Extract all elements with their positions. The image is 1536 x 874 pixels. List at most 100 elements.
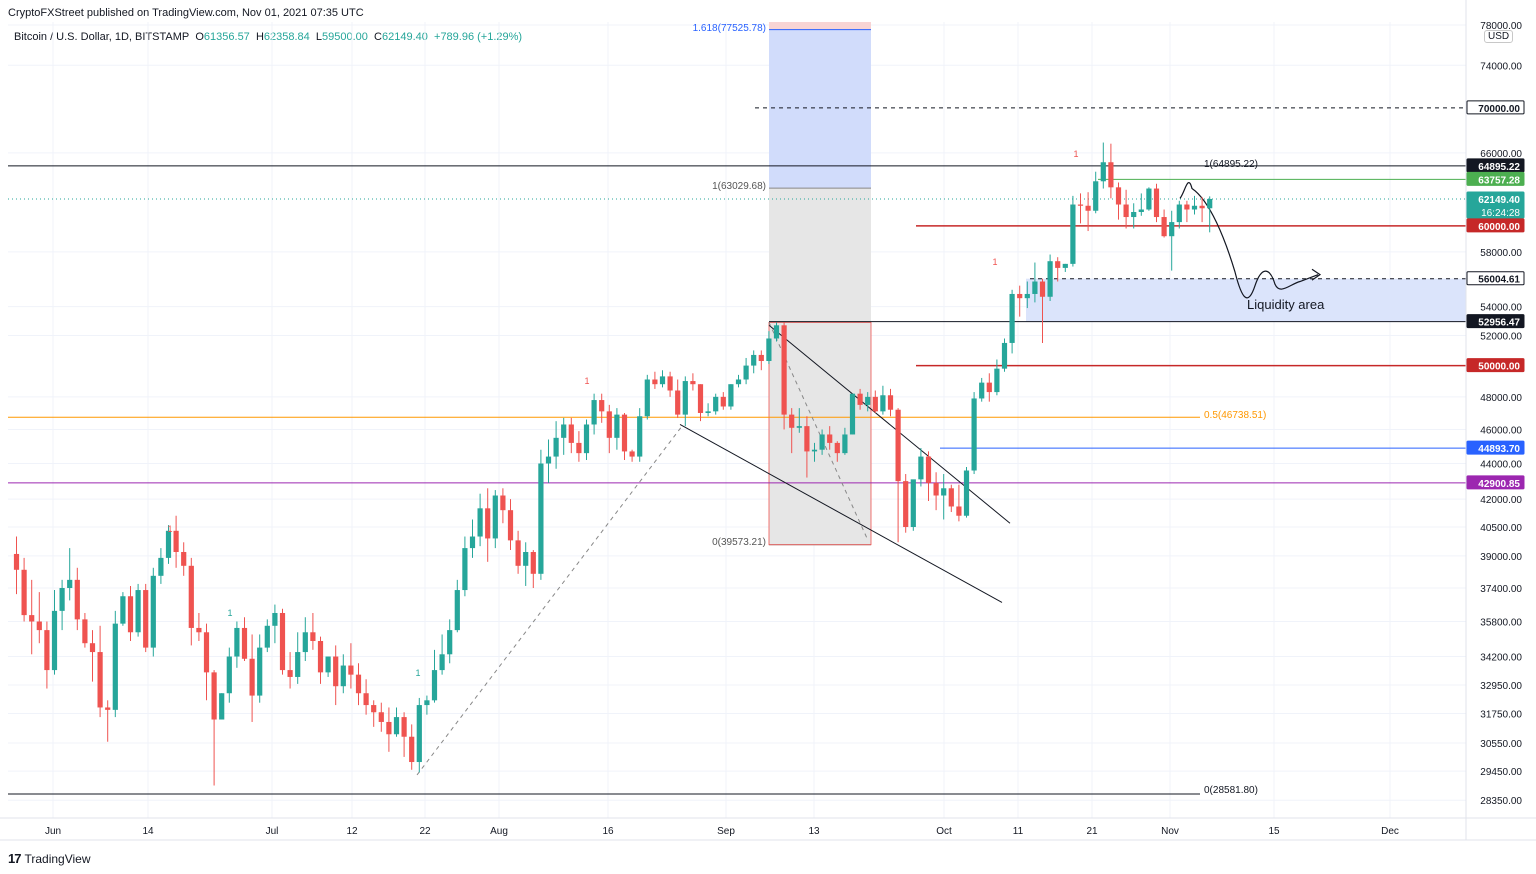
candle-body [637, 416, 643, 457]
candle-body [1055, 261, 1061, 268]
candle-body [1176, 204, 1182, 223]
candle-body [295, 652, 301, 677]
candle-body [173, 530, 179, 552]
open-value: 61356.57 [203, 31, 250, 43]
candle-body [1191, 205, 1198, 210]
time-tick-label: 13 [808, 826, 820, 837]
candle-body [234, 627, 240, 657]
time-tick-label: 16 [602, 826, 614, 837]
candle-body [454, 590, 460, 631]
candle-body [872, 396, 878, 412]
price-tick-label: 46000.00 [1480, 425, 1522, 436]
candle-body [51, 610, 58, 671]
candle-body [310, 632, 316, 642]
candle-body [880, 395, 886, 412]
candle-body [59, 588, 65, 611]
candle-body [196, 627, 202, 633]
time-tick-label: Oct [936, 826, 952, 837]
price-tick-label: 32950.00 [1480, 681, 1522, 692]
candle-body [462, 548, 468, 591]
candle-body [933, 482, 939, 496]
price-level-tag [1466, 218, 1525, 233]
candle-body [781, 325, 787, 415]
candle-body [887, 395, 894, 410]
candle-body [13, 553, 20, 570]
change-value: +789.96 (+1.29%) [434, 31, 523, 43]
time-tick-label: 15 [1268, 826, 1280, 837]
candle-body [697, 384, 704, 413]
price-level-tag-label: 60000.00 [1478, 222, 1520, 233]
fib-extension-zone [769, 29, 871, 189]
candle-body [82, 619, 88, 644]
candle-body [591, 400, 597, 425]
candle-body [1032, 281, 1038, 294]
candle-body [67, 579, 73, 589]
price-level-tag-label: 62149.40 [1478, 195, 1520, 206]
td-count-label: 1 [167, 524, 172, 534]
price-level-tag [1466, 158, 1525, 173]
candle-body [1017, 293, 1023, 299]
candle-body [1115, 187, 1122, 205]
price-level-tag-label: 70000.00 [1478, 104, 1520, 115]
candle-body [1039, 281, 1046, 297]
candle-body [963, 470, 970, 516]
candle-body [393, 717, 400, 735]
tradingview-footer[interactable]: 17 TradingView [8, 851, 91, 866]
candle-body [956, 506, 962, 516]
price-level-tag [1466, 475, 1525, 490]
candle-body [910, 479, 916, 528]
close-label: C [374, 31, 382, 43]
candle-body [751, 354, 757, 366]
candle-body [203, 632, 210, 673]
candle-body [257, 647, 263, 696]
candle-body [507, 510, 514, 541]
td-count-label: 1 [992, 257, 997, 267]
candle-body [1001, 342, 1008, 369]
projection-path [1179, 182, 1319, 299]
price-tick-label: 30550.00 [1480, 739, 1522, 750]
time-tick-label: Sep [717, 826, 735, 837]
candle-body [735, 379, 742, 385]
candle-body [424, 700, 430, 706]
candle-body [325, 656, 331, 673]
candle-body [804, 426, 810, 452]
candle-body [1123, 204, 1129, 218]
time-tick-label: 14 [142, 826, 154, 837]
candle-body [819, 434, 825, 450]
candle-body [1024, 293, 1030, 299]
candle-body [857, 393, 863, 405]
price-tick-label: 44000.00 [1480, 460, 1522, 471]
candle-body [127, 596, 134, 633]
price-tick-label: 34200.00 [1480, 653, 1522, 664]
candle-body [150, 575, 156, 648]
candle-body [89, 643, 96, 653]
publisher-header: CryptoFXStreet published on TradingView.… [8, 7, 364, 19]
candle-body [181, 551, 187, 566]
price-level-tag-label: 63757.28 [1478, 175, 1520, 186]
candle-body [363, 693, 369, 706]
currency-badge[interactable]: USD [1484, 30, 1514, 43]
candle-body [143, 590, 149, 648]
candle-body [834, 442, 840, 454]
candle-body [1199, 205, 1205, 209]
symbol-name[interactable]: Bitcoin / U.S. Dollar, 1D, BITSTAMP [14, 31, 190, 43]
candle-body [272, 612, 278, 626]
candle-body [226, 656, 232, 694]
candle-body [1146, 188, 1152, 210]
candle-body [340, 665, 346, 687]
candle-body [644, 379, 650, 417]
trend-line [768, 324, 1011, 524]
time-tick-label: Jun [45, 826, 61, 837]
price-level-tag [1466, 171, 1525, 186]
candle-body [948, 488, 954, 507]
candle-body [971, 398, 977, 471]
low-label: L [315, 31, 323, 43]
candle-body [849, 393, 856, 435]
candle-body [758, 354, 764, 362]
candle-body [500, 495, 506, 511]
price-level-tag [1466, 100, 1525, 115]
candle-body [241, 627, 248, 659]
fib-level-label: 1(64895.22) [1204, 159, 1258, 170]
candle-body [409, 736, 415, 763]
